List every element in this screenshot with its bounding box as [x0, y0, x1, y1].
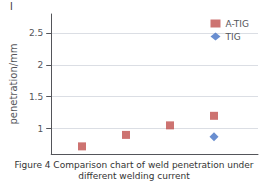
svg-text:Figure 4 Comparison chart of w: Figure 4 Comparison chart of weld penetr… — [14, 160, 253, 170]
svg-text:TIG: TIG — [224, 32, 240, 42]
svg-text:l: l — [10, 1, 16, 12]
svg-text:different welding current: different welding current — [78, 171, 190, 181]
svg-text:2.5: 2.5 — [29, 28, 43, 38]
svg-text:2: 2 — [37, 60, 43, 70]
svg-text:penetration/mm: penetration/mm — [8, 43, 19, 124]
svg-text:A-TIG: A-TIG — [225, 19, 249, 29]
svg-text:1: 1 — [37, 124, 43, 134]
svg-text:1.5: 1.5 — [29, 92, 43, 102]
